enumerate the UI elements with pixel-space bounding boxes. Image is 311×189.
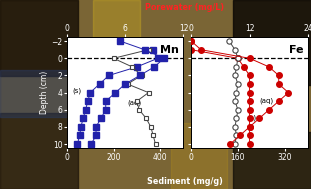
Bar	[93, 0, 140, 85]
Text: Mn: Mn	[160, 45, 179, 55]
Text: (s): (s)	[247, 115, 256, 121]
Bar	[0, 70, 78, 117]
Text: (aq): (aq)	[128, 99, 142, 106]
Bar	[0, 0, 78, 76]
Text: Porewater (mg/L): Porewater (mg/L)	[146, 3, 225, 12]
Bar	[171, 123, 227, 189]
Text: Sediment (mg/g): Sediment (mg/g)	[147, 177, 223, 186]
Text: Fe: Fe	[289, 45, 303, 55]
Text: (aq): (aq)	[259, 97, 273, 104]
Y-axis label: Depth (cm): Depth (cm)	[40, 71, 49, 114]
Bar	[233, 132, 311, 189]
Bar	[0, 113, 78, 189]
Text: (s): (s)	[73, 87, 82, 94]
Bar	[233, 0, 311, 85]
